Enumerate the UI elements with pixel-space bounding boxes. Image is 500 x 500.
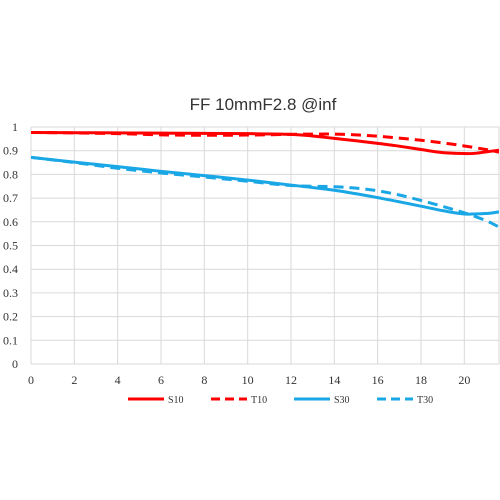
x-tick-label: 18	[415, 373, 427, 387]
x-tick-label: 14	[328, 373, 340, 387]
legend-label-s10: S10	[168, 395, 184, 406]
x-tick-label: 6	[158, 373, 164, 387]
x-tick-label: 4	[115, 373, 121, 387]
x-tick-label: 8	[201, 373, 207, 387]
grid-lines	[31, 127, 499, 364]
y-tick-label: 0.6	[3, 215, 18, 229]
x-tick-label: 16	[372, 373, 384, 387]
y-tick-label: 0	[12, 357, 18, 371]
series-line-t30	[31, 157, 499, 227]
y-tick-label: 0.3	[3, 286, 18, 300]
x-tick-label: 0	[28, 373, 34, 387]
y-tick-label: 0.4	[3, 262, 18, 276]
legend-label-s30: S30	[334, 395, 350, 406]
legend-label-t30: T30	[417, 395, 433, 406]
chart-title: FF 10mmF2.8 @inf	[190, 95, 337, 114]
y-tick-label: 0.9	[3, 144, 18, 158]
y-tick-label: 0.1	[3, 333, 18, 347]
x-tick-label: 20	[458, 373, 470, 387]
y-tick-label: 0.2	[3, 310, 18, 324]
y-tick-label: 1	[12, 120, 18, 134]
x-tick-label: 12	[285, 373, 297, 387]
y-tick-label: 0.8	[3, 167, 18, 181]
y-tick-label: 0.7	[3, 191, 18, 205]
x-tick-label: 2	[71, 373, 77, 387]
series-lines	[31, 132, 499, 227]
series-line-t10	[31, 132, 499, 152]
y-tick-label: 0.5	[3, 239, 18, 253]
legend: S10 T10 S30 T30	[128, 395, 433, 406]
x-tick-label: 10	[242, 373, 254, 387]
tick-labels: 00.10.20.30.40.50.60.70.80.910 2 4 6 8 10 12 14…	[3, 120, 470, 387]
legend-label-t10: T10	[251, 395, 267, 406]
